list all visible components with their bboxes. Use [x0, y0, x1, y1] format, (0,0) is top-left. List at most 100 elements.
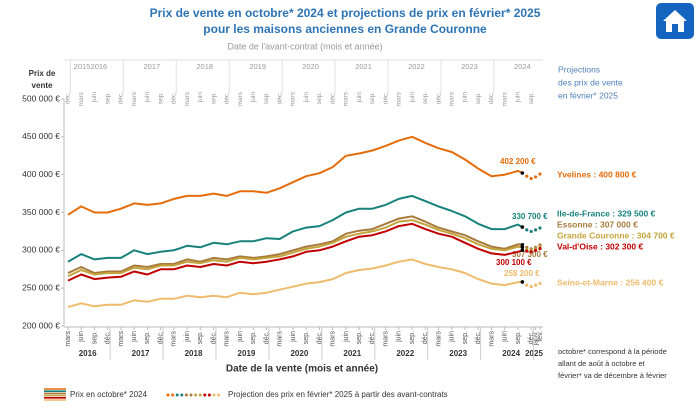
- x-year-label: 2016: [79, 349, 97, 358]
- x-year-label: 2020: [290, 349, 308, 358]
- x-tick-label: mars: [118, 331, 125, 347]
- x-tick-label: sep.: [144, 331, 151, 344]
- y-tick-label: 250 000 €: [22, 282, 60, 292]
- top-year-label: 2021: [355, 62, 372, 71]
- top-tick-label: sep.: [369, 92, 376, 104]
- legend-dot: [203, 393, 207, 397]
- top-year-label: 2016: [91, 62, 108, 71]
- top-year-label: 2017: [143, 62, 160, 71]
- x-tick-label: déc.: [528, 331, 535, 344]
- x-axis-title: Date de la vente (mois et année): [226, 364, 378, 375]
- top-tick-label: mars: [290, 91, 297, 106]
- x-tick-label: déc.: [422, 331, 429, 344]
- x-year-label: 2021: [343, 349, 361, 358]
- home-icon[interactable]: [656, 3, 694, 39]
- top-axis-title: Date de l'avant-contrat (mois et année): [227, 41, 382, 51]
- top-tick-label: déc.: [65, 92, 72, 104]
- top-tick-label: mars: [78, 91, 85, 106]
- x-tick-label: juin: [237, 331, 244, 343]
- top-year-label: 2018: [196, 62, 213, 71]
- value-label: 300 100 €: [496, 258, 532, 267]
- value-label: 307 300 €: [512, 250, 548, 259]
- legend-label: Prix en octobre* 2024: [70, 390, 147, 399]
- top-tick-label: déc.: [276, 92, 283, 104]
- top-tick-label: juin: [303, 92, 310, 104]
- value-label: 330 700 €: [512, 212, 548, 221]
- top-tick-label: juin: [356, 92, 363, 104]
- projection-dot: [533, 283, 538, 287]
- top-year-label: 2024: [514, 62, 531, 71]
- x-tick-label: sep.: [91, 331, 98, 344]
- x-tick-label: déc.: [157, 331, 164, 344]
- top-year-label: 2019: [249, 62, 266, 71]
- legend-dot: [175, 393, 179, 397]
- top-tick-label: juin: [515, 92, 522, 104]
- x-tick-label: déc.: [316, 331, 323, 344]
- last-point: [520, 245, 525, 250]
- x-tick-label: sep.: [250, 331, 257, 344]
- top-tick-label: mars: [501, 91, 508, 106]
- x-tick-label: juin: [290, 331, 297, 343]
- line: [67, 135, 523, 216]
- top-tick-label: déc.: [224, 92, 231, 104]
- projection-dot: [533, 175, 538, 179]
- line: [67, 194, 523, 263]
- line: [67, 219, 523, 278]
- top-tick-label: sep.: [104, 92, 111, 104]
- x-tick-label: juin: [449, 331, 456, 343]
- title: Prix de vente en octobre* 2024 et projec…: [150, 6, 541, 20]
- x-tick-label: janv.: [532, 331, 539, 346]
- x-tick-label: mars: [382, 331, 389, 347]
- top-tick-label: mars: [184, 91, 191, 106]
- projection-title: des prix de vente: [558, 77, 623, 87]
- x-tick-label: mars: [330, 331, 337, 347]
- top-tick-label: sep.: [157, 92, 164, 104]
- legend-dot: [189, 393, 193, 397]
- legend-dot: [184, 393, 188, 397]
- y-axis-title: vente: [32, 81, 53, 90]
- top-tick-label: mars: [343, 91, 350, 106]
- footnote: février* va de décembre à février: [558, 371, 667, 380]
- top-tick-label: juin: [462, 92, 469, 104]
- top-tick-label: déc.: [488, 92, 495, 104]
- footnote: allant de août à octobre et: [558, 359, 646, 368]
- legend-dot: [207, 393, 211, 397]
- last-point: [520, 280, 525, 284]
- top-tick-label: déc.: [329, 92, 336, 104]
- value-label: 402 200 €: [500, 157, 536, 166]
- x-tick-label: sep.: [462, 331, 469, 344]
- projection-dot: [529, 250, 533, 254]
- projection-dot: [533, 228, 538, 232]
- projection-dot: [538, 172, 542, 176]
- series-label: Yvelines : 400 800 €: [557, 169, 637, 179]
- last-point: [520, 248, 525, 253]
- x-tick-label: juin: [184, 331, 191, 343]
- y-tick-label: 450 000 €: [22, 131, 60, 141]
- legend-label: Projection des prix en février* 2025 à p…: [228, 390, 448, 399]
- top-year-label: 2020: [302, 62, 319, 71]
- house: [663, 10, 687, 32]
- projection-dot: [533, 248, 538, 252]
- x-year-label: 2018: [185, 349, 203, 358]
- legend-dot: [166, 393, 170, 397]
- top-year-label: 2023: [461, 62, 478, 71]
- x-tick-label: mars: [65, 331, 72, 347]
- top-tick-label: mars: [131, 91, 138, 106]
- title: pour les maisons anciennes en Grande Cou…: [203, 22, 487, 36]
- top-tick-label: juin: [409, 92, 416, 104]
- x-tick-label: mars: [277, 331, 284, 347]
- x-tick-label: juin: [343, 331, 350, 343]
- x-tick-label: déc.: [369, 331, 376, 344]
- x-tick-label: déc.: [475, 331, 482, 344]
- door: [672, 24, 678, 32]
- x-tick-label: sep.: [197, 331, 204, 344]
- legend-dot: [217, 393, 221, 397]
- projection-dot: [529, 229, 533, 234]
- top-tick-label: sep.: [422, 92, 429, 104]
- legend-dot: [171, 393, 175, 397]
- legend-dot: [194, 393, 198, 397]
- x-tick-label: juin: [131, 331, 138, 343]
- projection-title: Projections: [558, 64, 600, 74]
- y-tick-label: 400 000 €: [22, 169, 60, 179]
